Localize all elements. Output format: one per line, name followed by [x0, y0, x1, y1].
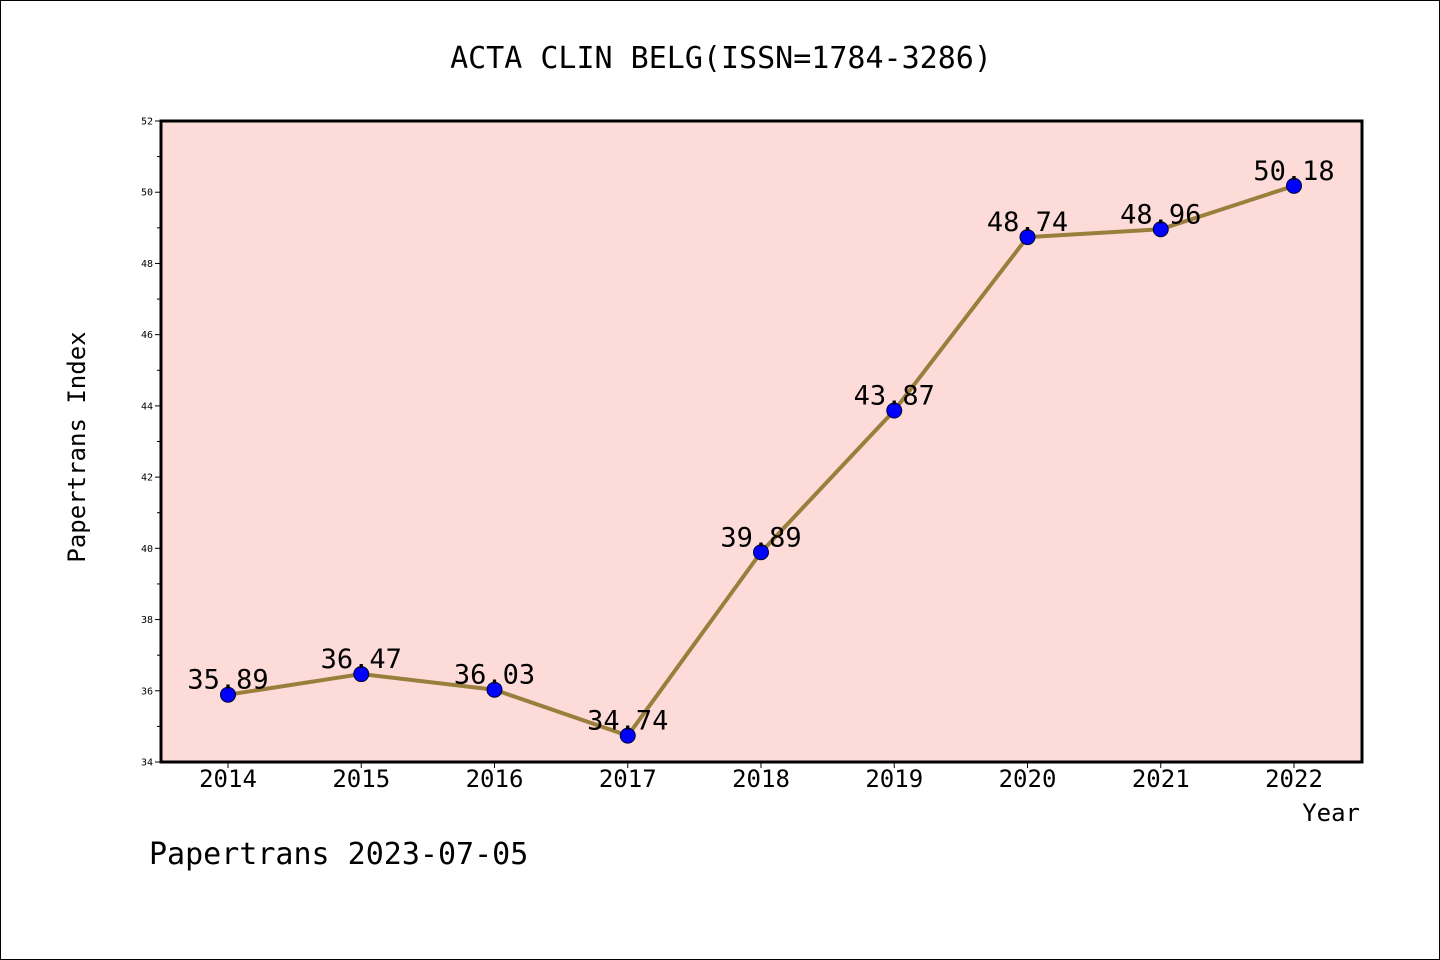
y-axis-label: Papertrans Index	[63, 331, 91, 562]
data-label: 39.89	[720, 522, 801, 553]
y-tick-label: 52	[141, 117, 153, 128]
y-tick-label: 40	[141, 544, 153, 555]
y-axis-ticks: 34 36 38 40 42 44 46 48 50 52	[141, 117, 161, 769]
x-tick-label: 2022	[1265, 765, 1323, 793]
data-label: 34.74	[587, 706, 668, 737]
x-axis-label: Year	[1302, 799, 1360, 827]
footer-note: Papertrans 2023-07-05	[149, 837, 528, 872]
x-tick-label: 2014	[199, 765, 257, 793]
x-axis-ticks: 2014 2015 2016 2017 2018 2019 2020 2021 2022	[199, 762, 1323, 793]
y-tick-label: 46	[141, 330, 153, 341]
x-tick-label: 2017	[599, 765, 657, 793]
y-tick-label: 48	[141, 259, 153, 270]
x-tick-label: 2015	[332, 765, 390, 793]
y-tick-label: 44	[141, 401, 153, 412]
data-label: 48.74	[987, 207, 1068, 238]
x-tick-label: 2016	[466, 765, 524, 793]
y-tick-label: 34	[141, 758, 153, 769]
data-label: 36.03	[454, 660, 535, 691]
y-tick-label: 36	[141, 686, 153, 697]
data-label: 48.96	[1120, 199, 1201, 230]
x-tick-label: 2020	[999, 765, 1057, 793]
data-label: 50.18	[1253, 156, 1334, 187]
y-tick-label: 38	[141, 615, 153, 626]
x-tick-label: 2021	[1132, 765, 1190, 793]
x-tick-label: 2019	[865, 765, 923, 793]
y-tick-label: 42	[141, 473, 153, 484]
x-tick-label: 2018	[732, 765, 790, 793]
data-label: 43.87	[854, 381, 935, 412]
chart-title: ACTA CLIN BELG(ISSN=1784-3286)	[450, 41, 992, 76]
y-tick-label: 50	[141, 188, 153, 199]
data-label: 36.47	[321, 644, 402, 675]
data-label: 35.89	[187, 665, 268, 696]
